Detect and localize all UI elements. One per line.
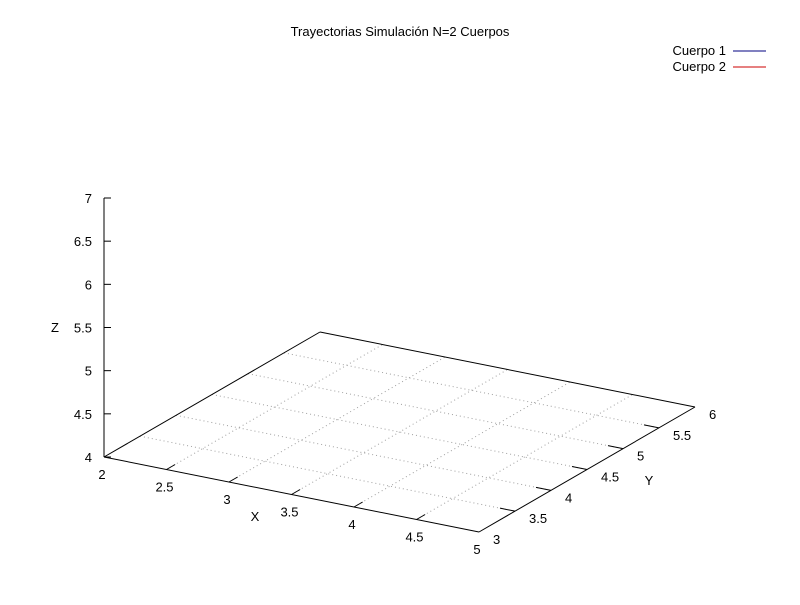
x-tick-mark bbox=[353, 501, 363, 508]
y-tick-mark bbox=[535, 486, 552, 491]
x-tick-label: 3 bbox=[223, 492, 230, 507]
back-y-edge bbox=[103, 331, 321, 458]
x-tick-mark bbox=[228, 476, 238, 483]
back-x-edge bbox=[319, 331, 696, 408]
y-tick-label: 4 bbox=[565, 490, 572, 505]
grid-line-x bbox=[416, 394, 633, 520]
grid bbox=[139, 344, 660, 520]
x-tick-mark bbox=[166, 464, 176, 470]
z-tick-label: 6.5 bbox=[74, 234, 92, 249]
z-tick-label: 6 bbox=[85, 277, 92, 292]
z-tick-label: 4 bbox=[85, 450, 92, 465]
y-tick-label: 6 bbox=[709, 407, 716, 422]
z-axis-label: Z bbox=[51, 320, 59, 335]
grid-line-y bbox=[247, 373, 624, 450]
grid-line-x bbox=[353, 381, 571, 508]
x-tick-label: 3.5 bbox=[280, 505, 298, 520]
x-tick-mark bbox=[416, 514, 426, 520]
y-tick-label: 5 bbox=[637, 449, 644, 464]
grid-line-x bbox=[166, 344, 383, 470]
y-tick-label: 4.5 bbox=[601, 470, 619, 485]
y-tick-label: 3.5 bbox=[529, 511, 547, 526]
grid-line-y bbox=[283, 352, 660, 429]
legend-label-2: Cuerpo 2 bbox=[673, 59, 726, 74]
chart-title: Trayectorias Simulación N=2 Cuerpos bbox=[291, 24, 510, 39]
grid-line-x bbox=[291, 369, 508, 495]
grid-line-x bbox=[228, 356, 446, 483]
y-tick-mark bbox=[499, 507, 516, 512]
y-tick-mark bbox=[571, 466, 588, 470]
y-tick-mark bbox=[607, 445, 624, 450]
z-tick-label: 5.5 bbox=[74, 321, 92, 336]
y-tick-label: 5.5 bbox=[673, 428, 691, 443]
z-tick-label: 4.5 bbox=[74, 407, 92, 422]
x-tick-label: 4.5 bbox=[405, 530, 423, 545]
x-tick-label: 2 bbox=[98, 467, 105, 482]
grid-line-y bbox=[139, 435, 516, 512]
x-tick-label: 4 bbox=[348, 517, 355, 532]
x-tick-label: 5 bbox=[473, 542, 480, 557]
x-tick-label: 2.5 bbox=[155, 480, 173, 495]
legend-label-1: Cuerpo 1 bbox=[673, 43, 726, 58]
y-tick-mark bbox=[643, 424, 660, 429]
y-tick-label: 3 bbox=[493, 532, 500, 547]
z-tick-label: 7 bbox=[85, 191, 92, 206]
x-axis-label: X bbox=[251, 509, 260, 524]
z-tick-label: 5 bbox=[85, 364, 92, 379]
grid-line-y bbox=[175, 414, 552, 491]
tick-marks bbox=[104, 197, 660, 520]
y-axis-label: Y bbox=[645, 473, 654, 488]
x-tick-mark bbox=[291, 489, 301, 495]
